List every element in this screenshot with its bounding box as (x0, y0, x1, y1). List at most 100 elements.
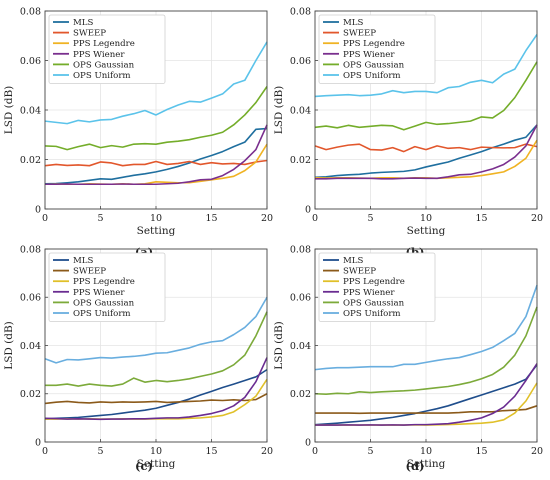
series-line-ops-uniform (44, 41, 268, 125)
legend-label: OPS Uniform (343, 71, 401, 81)
x-tick-label: 0 (312, 446, 318, 457)
y-tick-label: 0.08 (290, 6, 311, 17)
x-axis-title: Setting (137, 458, 176, 470)
series-line-ops-uniform (44, 296, 268, 364)
chart-panel-c: 0 5 10 15 20 0 0.02 0.04 0.06 0.08 Setting LSD (dB)… (3, 244, 273, 473)
y-tick-label: 0.06 (290, 56, 311, 67)
x-tick-label: 20 (531, 446, 543, 457)
x-axis-title: Setting (407, 225, 446, 237)
legend-box (48, 14, 166, 84)
x-tick-label: 5 (367, 446, 373, 457)
legend-label: PPS Wiener (73, 288, 125, 298)
legend-label: PPS Legendre (343, 277, 405, 287)
x-tick-label: 15 (475, 446, 487, 457)
series-line-sweep (315, 405, 538, 415)
y-tick-label: 0.04 (290, 105, 311, 116)
legend-label: MLS (73, 256, 94, 266)
x-tick-label: 15 (475, 213, 487, 224)
legend-label: PPS Wiener (343, 288, 395, 298)
y-tick-label: 0 (35, 204, 41, 215)
series-line-pps-wiener (315, 363, 538, 426)
x-tick-label: 0 (42, 213, 48, 224)
legend-label: OPS Gaussian (343, 298, 405, 308)
x-tick-label: 5 (97, 213, 103, 224)
x-tick-label: 10 (150, 213, 162, 224)
legend-label: PPS Wiener (73, 50, 125, 60)
chart-panel-b: 0 5 10 15 20 0 0.02 0.04 0.06 0.08 Setting LSD (dB)… (273, 6, 543, 259)
x-tick-label: 10 (420, 213, 432, 224)
series-line-ops-gaussian (314, 306, 538, 396)
legend-label: MLS (343, 256, 364, 266)
legend-label: OPS Gaussian (73, 298, 135, 308)
legend-box (48, 252, 166, 322)
y-axis-title: LSD (dB) (3, 321, 15, 370)
x-tick-label: 0 (42, 446, 48, 457)
panel-caption: (c) (135, 459, 153, 473)
series-line-sweep (314, 143, 538, 153)
legend-label: SWEEP (73, 267, 106, 277)
series-line-mls (314, 124, 538, 179)
y-tick-label: 0.06 (290, 293, 311, 304)
y-tick-label: 0 (305, 204, 311, 215)
y-tick-label: 0.04 (20, 341, 41, 352)
y-tick-label: 0.02 (20, 389, 41, 400)
legend-label: SWEEP (343, 29, 376, 39)
x-tick-label: 0 (312, 213, 318, 224)
legend-label: OPS Uniform (343, 309, 401, 319)
y-tick-label: 0.08 (20, 6, 41, 17)
y-tick-label: 0.02 (20, 155, 41, 166)
series-line-mls (44, 368, 268, 420)
legend-label: PPS Legendre (343, 39, 405, 49)
x-axis-title: Setting (407, 458, 446, 470)
legend-box (318, 252, 436, 322)
y-tick-label: 0.06 (20, 293, 41, 304)
legend-label: SWEEP (73, 29, 106, 39)
legend-label: OPS Gaussian (343, 60, 405, 70)
panel-caption: (d) (406, 459, 425, 473)
legend-label: OPS Uniform (73, 309, 131, 319)
legend-label: PPS Legendre (73, 277, 135, 287)
series-line-pps-wiener (315, 124, 538, 180)
y-tick-label: 0.04 (290, 341, 311, 352)
legend-label: OPS Gaussian (73, 60, 135, 70)
y-axis-title: LSD (dB) (273, 321, 285, 370)
x-tick-label: 20 (261, 213, 273, 224)
x-tick-label: 5 (97, 446, 103, 457)
y-tick-label: 0 (305, 437, 311, 448)
chart-panel-d: 0 5 10 15 20 0 0.02 0.04 0.06 0.08 Setting LSD (dB)… (273, 244, 543, 473)
x-axis-title: Setting (137, 225, 176, 237)
x-tick-label: 15 (205, 446, 217, 457)
y-tick-label: 0.08 (20, 244, 41, 255)
y-tick-label: 0.02 (290, 389, 311, 400)
y-tick-label: 0.08 (290, 244, 311, 255)
series-line-mls (44, 127, 268, 185)
legend-label: SWEEP (343, 267, 376, 277)
y-axis-title: LSD (dB) (273, 86, 285, 135)
series-line-ops-gaussian (45, 311, 268, 387)
legend-label: PPS Legendre (73, 39, 135, 49)
y-tick-label: 0.04 (20, 105, 41, 116)
series-line-ops-uniform (314, 34, 538, 98)
x-tick-label: 20 (531, 213, 543, 224)
legend-box (318, 14, 436, 84)
series-line-ops-gaussian (44, 86, 268, 151)
series-line-ops-uniform (314, 284, 538, 371)
series-line-pps-wiener (45, 124, 268, 186)
legend-label: PPS Wiener (343, 50, 395, 60)
x-tick-label: 10 (150, 446, 162, 457)
chart-panel-a: 0 5 10 15 20 0 0.02 0.04 0.06 0.08 Setting LSD (dB)… (3, 6, 273, 259)
x-tick-label: 15 (205, 213, 217, 224)
y-tick-label: 0.02 (290, 155, 311, 166)
x-tick-label: 5 (367, 213, 373, 224)
legend-label: MLS (343, 18, 364, 28)
legend-label: MLS (73, 18, 94, 28)
x-tick-label: 20 (261, 446, 273, 457)
y-tick-label: 0.06 (20, 56, 41, 67)
y-axis-title: LSD (dB) (3, 86, 15, 135)
series-line-sweep (44, 393, 268, 405)
series-line-mls (314, 364, 538, 426)
series-line-ops-gaussian (314, 61, 538, 131)
series-line-sweep (44, 159, 268, 167)
legend-label: OPS Uniform (73, 71, 131, 81)
